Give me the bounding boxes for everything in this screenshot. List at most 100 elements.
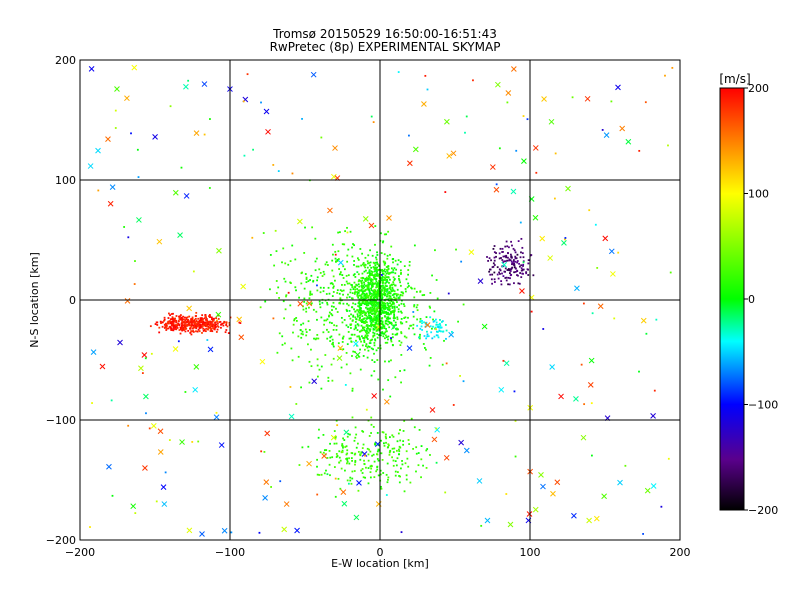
data-point xyxy=(381,304,384,307)
data-point xyxy=(372,121,375,124)
data-point xyxy=(383,292,386,295)
data-point xyxy=(171,316,174,319)
data-point-x xyxy=(288,413,295,420)
data-point xyxy=(365,285,367,287)
data-point xyxy=(360,293,363,296)
data-point xyxy=(336,311,339,313)
data-point xyxy=(357,296,360,299)
data-point xyxy=(412,447,414,450)
data-point xyxy=(390,312,392,315)
data-point xyxy=(387,443,390,446)
data-point xyxy=(403,490,406,493)
data-point xyxy=(400,318,403,320)
data-point xyxy=(204,321,207,324)
data-point-x xyxy=(371,393,378,399)
data-point xyxy=(493,256,496,259)
data-point xyxy=(347,331,350,333)
data-point xyxy=(201,332,203,334)
data-point-x xyxy=(361,451,368,457)
data-point xyxy=(200,319,203,322)
data-point xyxy=(328,463,331,466)
data-point xyxy=(429,306,432,309)
south-cluster xyxy=(298,416,431,498)
data-point xyxy=(381,289,384,292)
data-point-x xyxy=(218,442,225,448)
data-point xyxy=(382,293,385,296)
data-point xyxy=(401,294,404,297)
data-point xyxy=(377,319,379,322)
data-point xyxy=(371,272,373,275)
data-point xyxy=(516,253,519,256)
data-point xyxy=(167,320,170,323)
data-point xyxy=(489,273,492,276)
data-point xyxy=(392,276,395,279)
data-point xyxy=(319,451,322,454)
data-point xyxy=(422,343,425,345)
data-point xyxy=(168,439,171,441)
data-point-x xyxy=(424,322,431,328)
data-point xyxy=(386,308,389,311)
data-point-x xyxy=(548,118,555,125)
data-point xyxy=(180,327,183,329)
data-point xyxy=(377,334,380,336)
data-point xyxy=(395,294,398,297)
data-point xyxy=(516,261,519,264)
data-point-x xyxy=(193,130,200,136)
data-point xyxy=(316,375,319,378)
data-point xyxy=(342,293,344,296)
data-point xyxy=(400,332,403,335)
data-point xyxy=(210,327,213,330)
data-point xyxy=(394,292,396,295)
data-point xyxy=(200,325,202,328)
data-point xyxy=(166,321,169,324)
data-point xyxy=(371,324,373,327)
data-point xyxy=(278,332,281,335)
data-point-x xyxy=(124,95,130,102)
data-point xyxy=(203,317,206,320)
data-point xyxy=(530,310,533,313)
data-point xyxy=(380,317,383,320)
data-point xyxy=(349,291,352,294)
data-point xyxy=(356,323,359,326)
data-point xyxy=(377,378,380,381)
data-point xyxy=(184,324,187,327)
data-point xyxy=(373,352,375,355)
data-point xyxy=(364,303,366,306)
data-point xyxy=(351,297,354,300)
data-point xyxy=(331,338,334,341)
data-point xyxy=(495,255,497,258)
data-point xyxy=(365,312,367,315)
data-point xyxy=(304,226,306,229)
data-point-x xyxy=(330,434,337,441)
data-point xyxy=(304,328,307,331)
data-point xyxy=(206,322,209,324)
data-point xyxy=(289,260,292,262)
data-point xyxy=(372,304,375,307)
data-point xyxy=(190,321,193,323)
data-point xyxy=(385,311,387,313)
data-point xyxy=(191,317,194,320)
data-point xyxy=(397,259,400,262)
data-point xyxy=(377,287,380,290)
data-point xyxy=(369,297,372,300)
data-point xyxy=(133,283,136,285)
data-point xyxy=(290,282,292,285)
data-point xyxy=(297,335,300,338)
data-point xyxy=(336,455,339,457)
data-point xyxy=(205,327,208,330)
data-point xyxy=(391,343,394,346)
data-point xyxy=(385,328,388,330)
data-point xyxy=(400,354,403,356)
data-point xyxy=(380,292,383,295)
data-point xyxy=(171,320,174,323)
data-point xyxy=(182,321,185,323)
data-point xyxy=(320,387,323,390)
data-point xyxy=(287,263,290,266)
data-point xyxy=(190,319,192,322)
data-point-x xyxy=(143,393,149,400)
data-point-x xyxy=(468,249,475,255)
data-point xyxy=(353,244,356,247)
data-point xyxy=(435,330,438,333)
data-point xyxy=(385,441,387,444)
data-point xyxy=(326,328,328,331)
